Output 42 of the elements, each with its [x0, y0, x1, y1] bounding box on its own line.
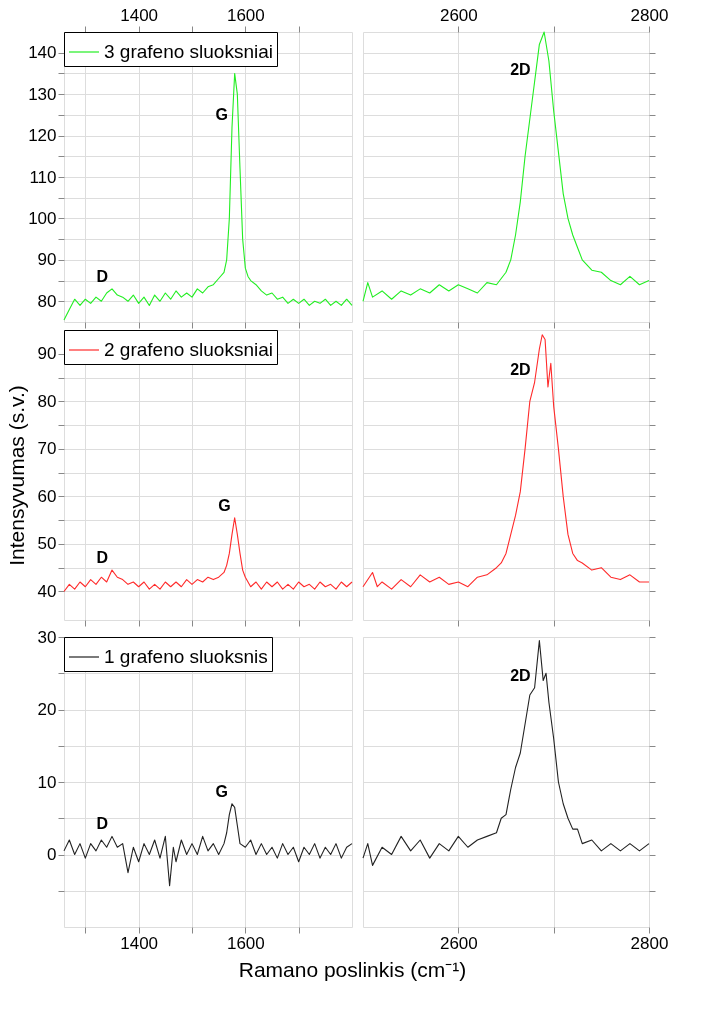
x-axis-title: Ramano poslinkis (cm⁻¹) [238, 957, 467, 981]
y-tick-label: 50 [37, 534, 57, 554]
y-tick-label: 90 [37, 344, 57, 364]
annotation: D [96, 815, 108, 833]
y-tick-label: 70 [37, 439, 57, 459]
y-tick-label: 10 [37, 772, 57, 792]
line-series [63, 72, 353, 321]
annotation: G [215, 106, 228, 124]
x-tick-label: 2800 [630, 933, 669, 953]
legend-label: 2 grafeno sluoksniai [104, 339, 273, 360]
y-tick-label: 110 [29, 167, 57, 187]
legend-label: 3 grafeno sluoksniai [104, 41, 273, 62]
legend-label: 1 grafeno sluoksnis [104, 646, 268, 667]
y-tick-label: 40 [37, 581, 57, 601]
y-tick-label: 90 [37, 250, 57, 270]
x2-tick-label: 2800 [630, 5, 669, 25]
y-tick-label: 140 [28, 43, 57, 63]
y-tick-label: 120 [28, 126, 57, 146]
y-tick-label: 20 [37, 700, 57, 719]
y-tick-label: 60 [37, 486, 57, 506]
y-tick-label: 100 [28, 208, 57, 228]
x-tick-label: 2600 [439, 933, 478, 953]
x-tick-label: 1600 [226, 933, 265, 953]
y-tick-label: 80 [37, 291, 57, 311]
x-tick-label: 1400 [120, 933, 159, 953]
line-series [63, 803, 353, 887]
annotation: D [96, 267, 108, 285]
annotation: 2D [510, 361, 531, 379]
y-tick-label: 80 [37, 391, 57, 411]
y-tick-label: 30 [37, 627, 57, 647]
annotation: G [215, 782, 228, 800]
annotation: G [218, 496, 231, 514]
y-tick-label: 130 [28, 84, 57, 104]
x2-tick-label: 1400 [120, 5, 159, 25]
annotation: D [96, 549, 108, 567]
annotation: 2D [510, 60, 531, 78]
x2-tick-label: 2600 [439, 5, 478, 25]
annotation: 2D [510, 666, 531, 684]
y-tick-label: 0 [47, 845, 57, 864]
line-series [63, 517, 353, 593]
x2-tick-label: 1600 [226, 5, 265, 25]
y-axis-title: Intensyvumas (s.v.) [4, 385, 28, 566]
